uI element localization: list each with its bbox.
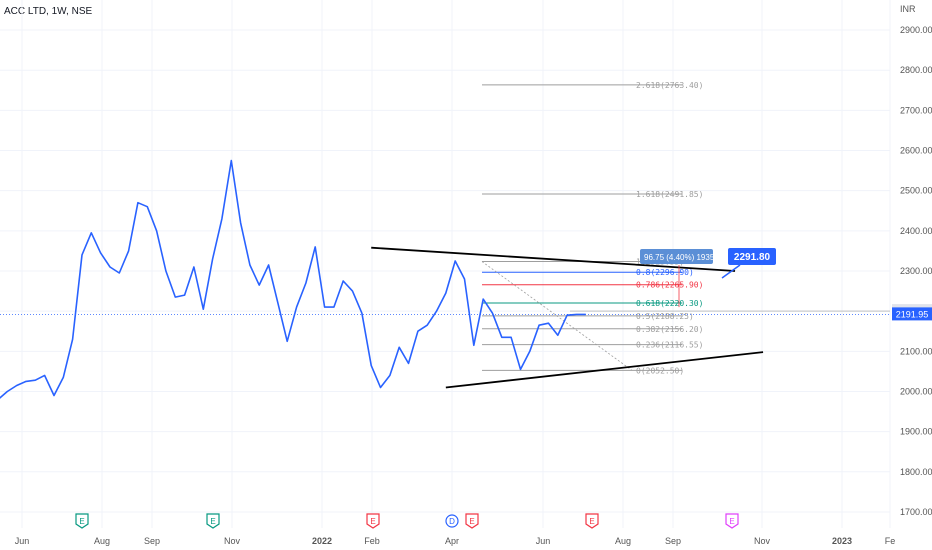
event-marker-e: E	[75, 513, 89, 529]
event-marker-letter: E	[210, 517, 215, 526]
y-axis: 1700.001800.001900.002000.002100.002200.…	[900, 25, 932, 517]
trendline-lower-support	[445, 351, 764, 389]
target-callout: 2291.80	[721, 248, 776, 279]
x-tick-label: Sep	[144, 536, 160, 546]
y-tick-label: 2600.00	[900, 146, 932, 156]
event-marker-letter: E	[589, 517, 594, 526]
target-callout-pointer	[721, 264, 741, 279]
event-marker-e: E	[366, 513, 380, 529]
fib-level-label: 0.786(2265.90)	[636, 281, 703, 290]
event-marker-letter: E	[79, 517, 84, 526]
x-tick-label: Fe	[885, 536, 896, 546]
x-tick-label: Nov	[224, 536, 241, 546]
y-tick-label: 2300.00	[900, 266, 932, 276]
x-tick-label: Apr	[445, 536, 459, 546]
event-marker-e: E	[585, 513, 599, 529]
fibonacci-retracement: 2.618(2763.40)1.618(2491.85)1(2323.55)0.…	[481, 81, 703, 375]
x-axis: Jun Aug Sep Nov 2022 Feb Apr Jun Aug Sep Nov 2023 Fe	[15, 536, 896, 546]
y-tick-label: 2500.00	[900, 186, 932, 196]
y-tick-label: 2100.00	[900, 346, 932, 356]
earnings-icon	[585, 513, 599, 529]
earnings-icon	[75, 513, 89, 529]
earnings-icon	[725, 513, 739, 529]
y-tick-label: 1700.00	[900, 507, 932, 517]
x-tick-label: Jun	[15, 536, 30, 546]
y-tick-label: 2700.00	[900, 105, 932, 115]
currency-label: INR	[900, 4, 916, 14]
earnings-icon	[465, 513, 479, 529]
x-tick-label: Sep	[665, 536, 681, 546]
earnings-icon	[366, 513, 380, 529]
fib-level-label: 2.618(2763.40)	[636, 81, 703, 90]
fib-level-label: 0.8(2296.90)	[636, 268, 694, 277]
current-price-badge	[892, 307, 932, 321]
y-tick-label: 2000.00	[900, 386, 932, 396]
event-marker-letter: E	[729, 517, 734, 526]
x-tick-label: Aug	[615, 536, 631, 546]
measure-label-box	[640, 249, 713, 264]
x-tick-label: Jun	[536, 536, 551, 546]
x-tick-label: Feb	[364, 536, 380, 546]
event-marker-e: E	[465, 513, 479, 529]
event-marker-e: E	[206, 513, 220, 529]
price-badges: 2200.152191.95	[892, 304, 932, 321]
dividend-icon	[445, 514, 459, 528]
event-marker-letter: E	[370, 517, 375, 526]
fib-level-label: 0.382(2156.20)	[636, 325, 703, 334]
x-tick-label: Aug	[94, 536, 110, 546]
price-series-line	[0, 159, 586, 399]
event-marker-e: E	[725, 513, 739, 529]
current-price-text: 2191.95	[896, 309, 929, 319]
x-tick-label: 2022	[312, 536, 332, 546]
fib-level-label: 0.618(2220.30)	[636, 299, 703, 308]
target-callout-text: 2291.80	[734, 252, 771, 263]
earnings-icon	[206, 513, 220, 529]
symbol-title: ACC LTD, 1W, NSE	[4, 6, 93, 17]
x-tick-label: Nov	[754, 536, 771, 546]
x-tick-label: 2023	[832, 536, 852, 546]
measure-label: 96.75 (4.40%) 1935	[640, 249, 715, 308]
y-tick-label: 2900.00	[900, 25, 932, 35]
fib-trend-line	[481, 261, 633, 371]
y-tick-label: 2800.00	[900, 65, 932, 75]
fib-level-label: 0.236(2116.55)	[636, 341, 703, 350]
y-tick-label: 1900.00	[900, 427, 932, 437]
event-marker-letter: E	[469, 517, 474, 526]
target-callout-box	[728, 248, 776, 265]
y-tick-label: 2400.00	[900, 226, 932, 236]
measure-label-text: 96.75 (4.40%) 1935	[644, 253, 715, 262]
event-marker-letter: D	[449, 517, 455, 526]
fib-level-label: 0(2052.50)	[636, 366, 684, 375]
fib-level-label: 1.618(2491.85)	[636, 190, 703, 199]
fib-level-label: 0.5(2188.25)	[636, 312, 694, 321]
event-marker-d: D	[445, 514, 459, 528]
y-tick-label: 1800.00	[900, 467, 932, 477]
grid	[0, 0, 891, 528]
trendline-upper-resistance	[371, 246, 736, 272]
